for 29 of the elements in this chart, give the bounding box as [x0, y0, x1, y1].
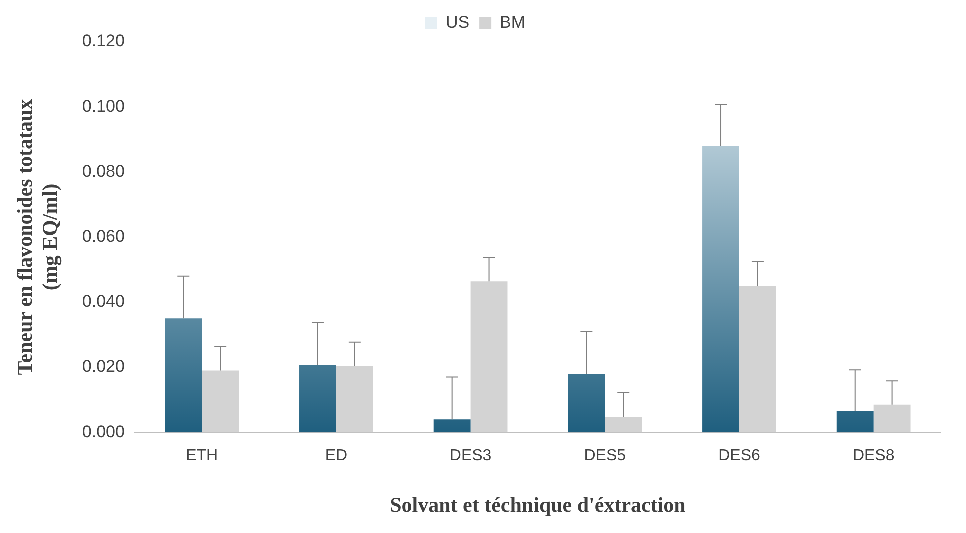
bar — [739, 286, 776, 433]
x-tick-label: DES6 — [718, 448, 760, 465]
y-tick-label: 0.060 — [82, 226, 125, 246]
y-tick-label: 0.000 — [82, 422, 125, 442]
bar — [202, 370, 240, 433]
legend-label: BM — [500, 13, 526, 32]
bar — [568, 374, 606, 433]
x-tick-label: DES3 — [450, 448, 492, 465]
x-tick-label: DES5 — [584, 448, 626, 465]
bar — [874, 404, 911, 433]
y-tick-label: 0.120 — [82, 32, 125, 51]
x-tick-label: DES8 — [852, 448, 895, 465]
y-tick-label: 0.100 — [82, 96, 125, 116]
bar — [300, 365, 336, 433]
bar — [605, 416, 642, 433]
x-axis-title: Solvant et téchnique d'éxtraction — [390, 492, 686, 517]
x-tick-label: ETH — [186, 448, 218, 465]
y-tick-label: 0.040 — [82, 292, 125, 312]
y-tick-label: 0.080 — [82, 162, 125, 181]
bar — [702, 146, 740, 433]
legend-label: US — [446, 13, 470, 32]
y-axis-title: Teneur en flavonoides totataux (mg EQ/ml) — [13, 98, 62, 376]
bar — [836, 411, 874, 433]
bar — [165, 318, 202, 433]
x-tick-label: ED — [325, 448, 348, 465]
bar — [434, 420, 471, 433]
y-tick-label: 0.020 — [82, 357, 125, 376]
bar — [470, 282, 508, 433]
bar — [336, 366, 374, 433]
